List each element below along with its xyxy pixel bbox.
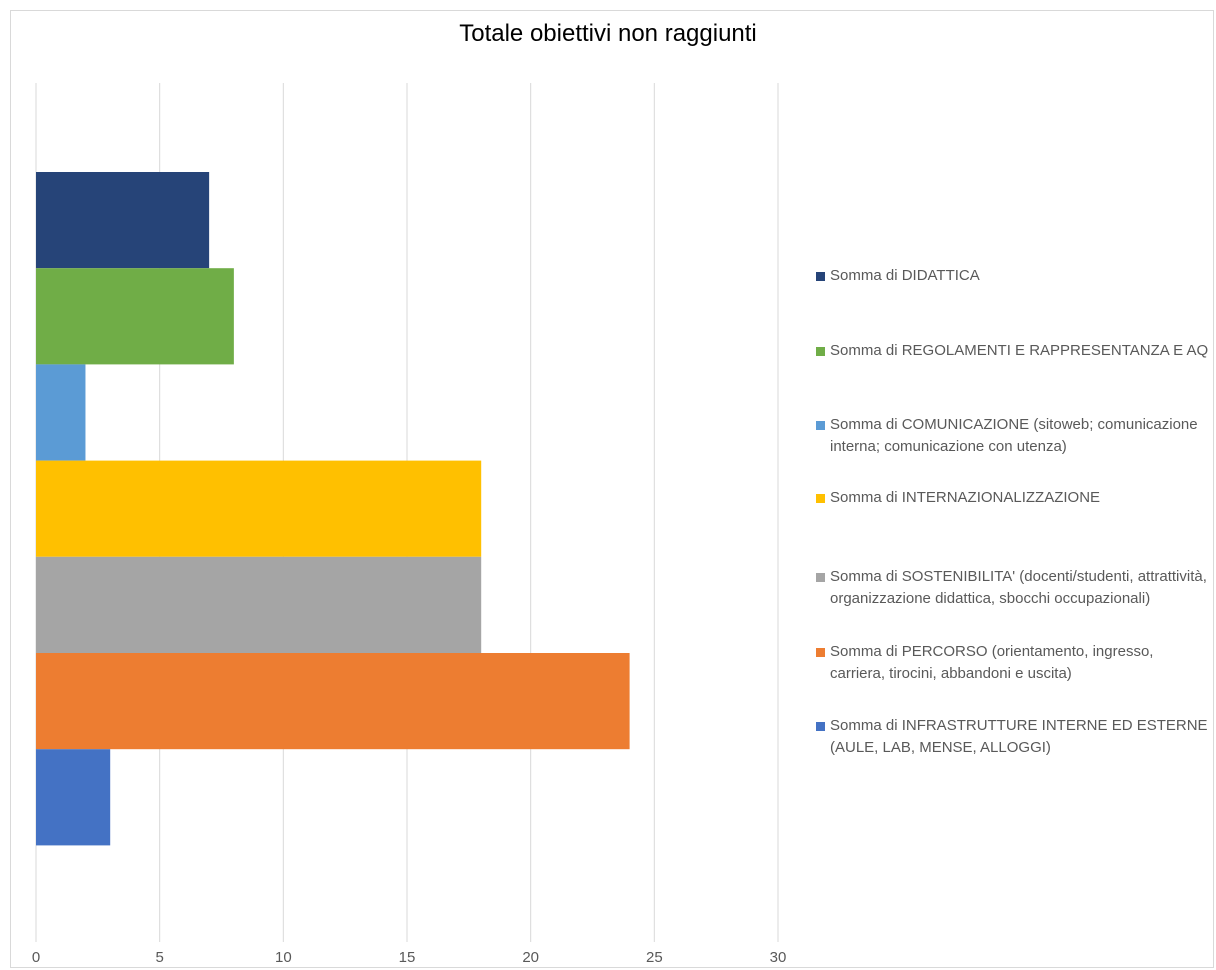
- x-tick-label: 20: [522, 949, 539, 966]
- legend-item: Somma di SOSTENIBILITA' (docenti/student…: [816, 566, 1211, 610]
- bar: [36, 749, 111, 846]
- legend-item: Somma di INTERNAZIONALIZZAZIONE: [816, 487, 1211, 509]
- legend-item: Somma di INFRASTRUTTURE INTERNE ED ESTER…: [816, 715, 1211, 759]
- x-tick-label: 10: [275, 949, 292, 966]
- legend-label: Somma di INTERNAZIONALIZZAZIONE: [830, 489, 1101, 506]
- bar: [36, 268, 234, 365]
- legend-swatch: [816, 494, 825, 503]
- legend-label: Somma di REGOLAMENTI E RAPPRESENTANZA E …: [830, 342, 1209, 359]
- legend-item: Somma di REGOLAMENTI E RAPPRESENTANZA E …: [816, 340, 1211, 362]
- bar: [36, 364, 86, 461]
- x-tick-label: 30: [770, 949, 787, 966]
- legend-swatch: [816, 421, 825, 430]
- legend-swatch: [816, 272, 825, 281]
- legend-label: Somma di PERCORSO (orientamento, ingress…: [830, 643, 1154, 682]
- legend-swatch: [816, 573, 825, 582]
- bar: [36, 653, 630, 750]
- legend-label: Somma di DIDATTICA: [830, 267, 980, 284]
- legend-swatch: [816, 347, 825, 356]
- chart-title: Totale obiettivi non raggiunti: [459, 20, 757, 47]
- x-tick-label: 0: [32, 949, 40, 966]
- legend-label: Somma di COMUNICAZIONE (sitoweb; comunic…: [830, 416, 1198, 455]
- legend-swatch: [816, 722, 825, 731]
- x-tick-label: 25: [646, 949, 663, 966]
- legend-item: Somma di PERCORSO (orientamento, ingress…: [816, 641, 1211, 685]
- legend-item: Somma di DIDATTICA: [816, 265, 1211, 287]
- legend-label: Somma di SOSTENIBILITA' (docenti/student…: [830, 568, 1207, 607]
- x-tick-label: 15: [399, 949, 416, 966]
- bar: [36, 460, 482, 557]
- legend-swatch: [816, 648, 825, 657]
- bar: [36, 172, 210, 269]
- x-tick-label: 5: [155, 949, 163, 966]
- bar: [36, 556, 482, 653]
- legend-item: Somma di COMUNICAZIONE (sitoweb; comunic…: [816, 414, 1211, 458]
- legend-label: Somma di INFRASTRUTTURE INTERNE ED ESTER…: [830, 717, 1208, 756]
